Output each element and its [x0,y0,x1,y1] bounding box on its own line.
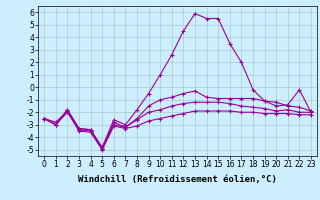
X-axis label: Windchill (Refroidissement éolien,°C): Windchill (Refroidissement éolien,°C) [78,175,277,184]
